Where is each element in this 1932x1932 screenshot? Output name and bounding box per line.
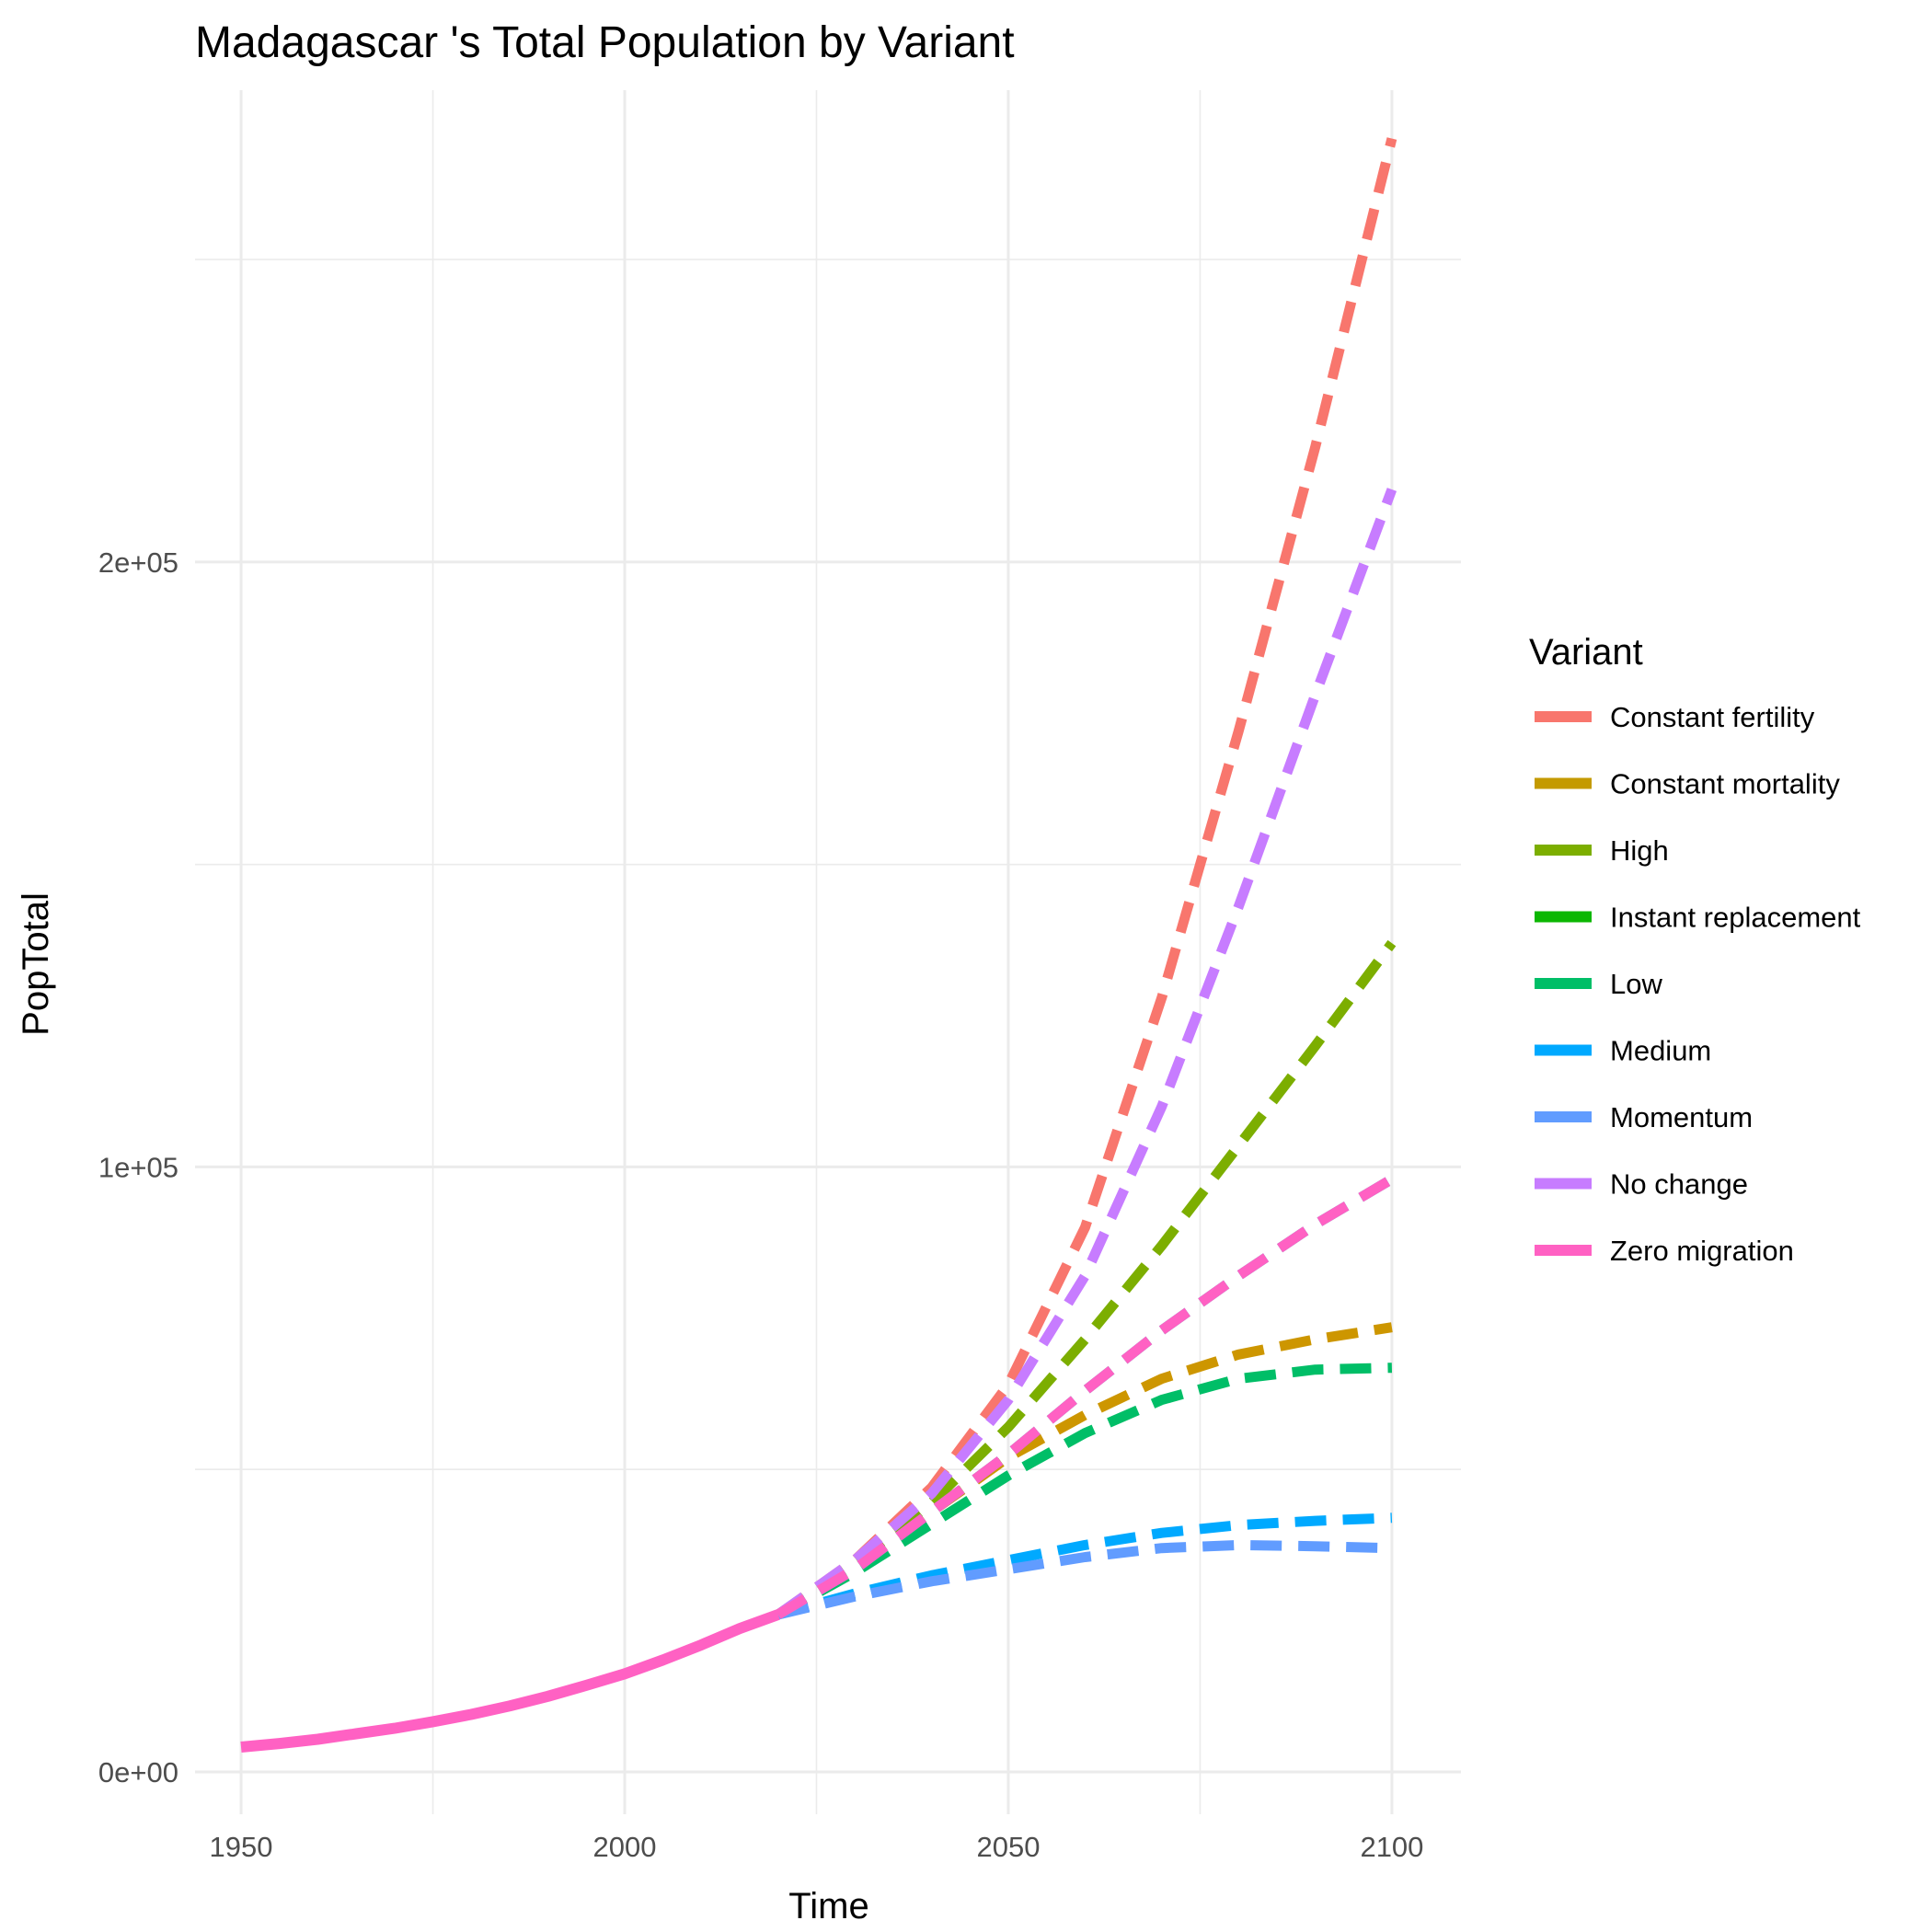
legend: Variant Constant fertility Constant morta… bbox=[1529, 632, 1861, 1267]
series-line-no-change bbox=[775, 488, 1397, 1619]
x-tick-label: 2000 bbox=[593, 1831, 657, 1863]
y-tick-label: 1e+05 bbox=[98, 1151, 178, 1183]
legend-label: Constant fertility bbox=[1610, 701, 1815, 733]
x-tick-label: 2050 bbox=[976, 1831, 1040, 1863]
grid-lines bbox=[195, 90, 1461, 1814]
legend-label: No change bbox=[1610, 1168, 1748, 1201]
series-line-low bbox=[776, 1363, 1393, 1619]
legend-label: Low bbox=[1610, 968, 1662, 1000]
legend-label: Momentum bbox=[1610, 1101, 1753, 1133]
series-lines bbox=[240, 137, 1397, 1753]
y-tick-label: 2e+05 bbox=[98, 546, 178, 579]
y-tick-label: 0e+00 bbox=[98, 1756, 178, 1788]
y-axis-title: PopTotal bbox=[16, 892, 56, 1036]
legend-items: Constant fertility Constant mortality High… bbox=[1535, 701, 1861, 1267]
series-line-momentum bbox=[776, 1539, 1393, 1620]
legend-label: Zero migration bbox=[1610, 1235, 1794, 1267]
legend-label: Medium bbox=[1610, 1035, 1711, 1067]
series-line-zero-migration bbox=[776, 1174, 1395, 1619]
chart-title: Madagascar 's Total Population by Varian… bbox=[195, 18, 1015, 67]
legend-title: Variant bbox=[1529, 632, 1643, 673]
series-line-constant-fertility bbox=[775, 137, 1397, 1619]
y-axis-ticks: 0e+00 1e+05 2e+05 bbox=[98, 546, 178, 1788]
x-axis-ticks: 1950 2000 2050 2100 bbox=[210, 1831, 1424, 1863]
legend-label: Instant replacement bbox=[1610, 902, 1861, 934]
x-tick-label: 2100 bbox=[1360, 1831, 1423, 1863]
legend-label: High bbox=[1610, 834, 1669, 867]
x-tick-label: 1950 bbox=[210, 1831, 273, 1863]
legend-label: Constant mortality bbox=[1610, 768, 1840, 800]
historical-line bbox=[240, 1609, 780, 1753]
x-axis-title: Time bbox=[788, 1886, 868, 1926]
